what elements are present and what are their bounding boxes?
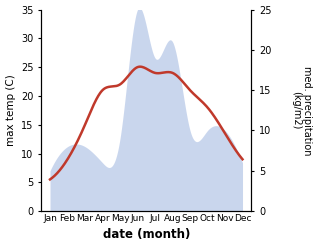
Y-axis label: max temp (C): max temp (C) <box>5 74 16 146</box>
Y-axis label: med. precipitation
(kg/m2): med. precipitation (kg/m2) <box>291 66 313 155</box>
X-axis label: date (month): date (month) <box>103 228 190 242</box>
